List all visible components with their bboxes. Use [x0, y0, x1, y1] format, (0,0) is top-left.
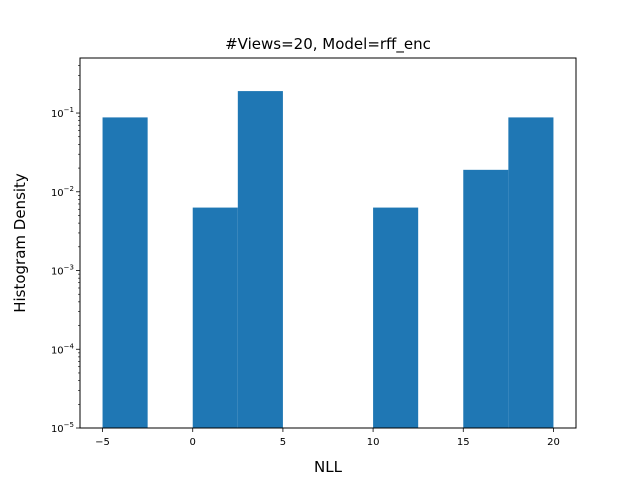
y-axis-label: Histogram Density	[11, 173, 29, 313]
x-tick-label: 10	[367, 437, 380, 448]
y-ticks: 10−5 10−4 10−3 10−2 10−1	[51, 106, 80, 435]
histogram-bar-3	[237, 91, 283, 428]
y-tick-label: 10−5	[51, 421, 74, 435]
y-tick-label: 10−3	[51, 264, 74, 278]
histogram-bar-0	[102, 117, 148, 428]
y-tick-label: 10−1	[51, 106, 74, 120]
bars-group	[102, 91, 554, 428]
y-tick-label: 10−4	[51, 342, 75, 356]
chart-title: #Views=20, Model=rff_enc	[225, 35, 431, 54]
histogram-bar-9	[508, 117, 554, 428]
x-tick-label: 0	[190, 437, 196, 448]
histogram-bar-2	[192, 207, 238, 428]
plot-frame	[79, 57, 577, 429]
x-ticks: −5 0 5 10 15 20	[95, 428, 560, 448]
x-tick-label: 5	[280, 437, 286, 448]
x-tick-label: 15	[457, 437, 470, 448]
histogram-bar-8	[463, 169, 509, 428]
x-axis-label: NLL	[314, 458, 343, 476]
x-tick-label: −5	[95, 437, 110, 448]
y-tick-label: 10−2	[51, 185, 74, 199]
x-tick-label: 20	[547, 437, 560, 448]
histogram-bar-6	[373, 207, 419, 428]
